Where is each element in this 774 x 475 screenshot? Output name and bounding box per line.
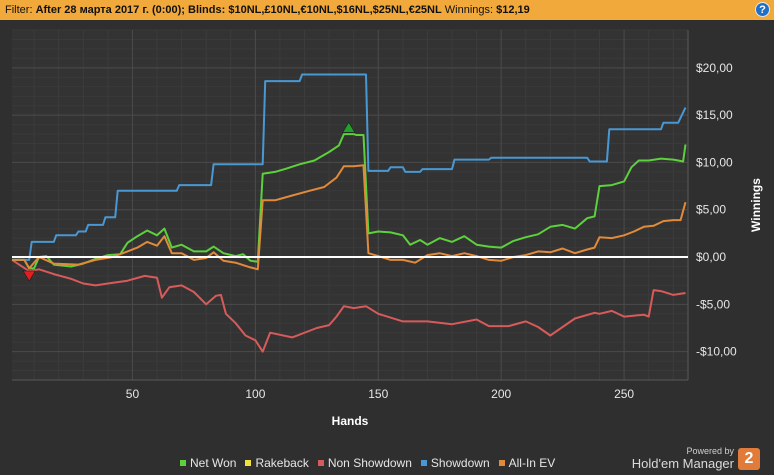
y-axis-title: Winnings (749, 178, 763, 232)
y-tick-label: $5,00 (696, 203, 726, 217)
y-tick-label: $10,00 (696, 155, 733, 169)
legend-item-showdown[interactable]: Showdown (420, 456, 490, 470)
legend-swatch (498, 459, 505, 466)
plot-area (12, 30, 688, 380)
x-tick-label: 150 (368, 387, 388, 401)
legend-swatch (317, 459, 324, 466)
question-icon[interactable]: ? (755, 2, 770, 17)
x-axis-title: Hands (332, 414, 369, 428)
legend-label: Rakeback (255, 456, 309, 470)
y-tick-label: $0,00 (696, 250, 726, 264)
legend-label: Showdown (430, 456, 490, 470)
powered-by-text: Powered by (686, 446, 734, 456)
winnings-value: $12,19 (496, 4, 530, 16)
legend-label: All-In EV (508, 456, 556, 470)
chart-legend: Net Won Rakeback Non Showdown Showdown All-I… (180, 456, 564, 470)
legend-item-net-won[interactable]: Net Won (180, 456, 236, 470)
x-tick-label: 50 (126, 387, 140, 401)
x-tick-label: 200 (491, 387, 511, 401)
y-tick-label: $15,00 (696, 108, 733, 122)
legend-label: Net Won (190, 456, 237, 470)
y-tick-label: -$10,00 (696, 345, 737, 359)
y-tick-label: -$5,00 (696, 297, 730, 311)
filter-label: Filter: (5, 4, 33, 16)
legend-item-non-showdown[interactable]: Non Showdown (317, 456, 412, 470)
legend-item-all-in-ev[interactable]: All-In EV (498, 456, 556, 470)
x-tick-label: 250 (614, 387, 634, 401)
min-marker (22, 270, 36, 282)
series-line-showdown (12, 73, 687, 261)
legend-swatch (245, 459, 252, 466)
winnings-label: Winnings: (444, 4, 494, 16)
series-line-non-showdown (11, 259, 686, 353)
winnings-chart: $20,00 $15,00 $10,00 $5,00 $0,00 -$5,00 -$10,0… (11, 29, 763, 428)
hm2-logo: 2 (738, 448, 760, 470)
legend-item-rakeback[interactable]: Rakeback (245, 456, 309, 470)
y-tick-label: $20,00 (696, 61, 733, 75)
product-name: Hold'em Manager (631, 456, 734, 471)
series-line-all-in-ev (12, 164, 687, 271)
legend-label: Non Showdown (327, 456, 412, 470)
legend-swatch (180, 459, 186, 466)
max-marker (342, 121, 356, 133)
filter-criteria: After 28 марта 2017 г. (0:00); Blinds: $… (35, 4, 442, 16)
legend-swatch (420, 459, 427, 466)
x-tick-label: 100 (245, 387, 265, 401)
filter-bar: Filter: After 28 марта 2017 г. (0:00); B… (0, 0, 774, 20)
series-line-net-won (12, 133, 687, 270)
